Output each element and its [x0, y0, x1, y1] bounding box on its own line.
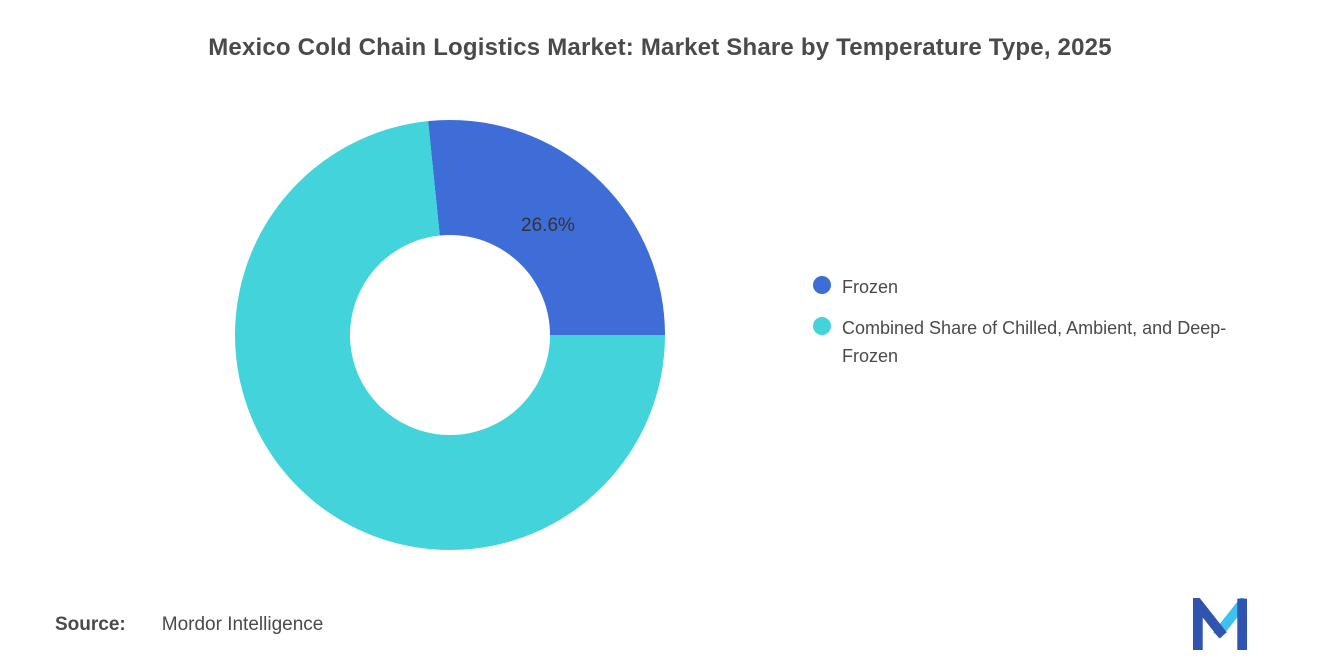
legend-item-combined[interactable]: Combined Share of Chilled, Ambient, and …: [813, 314, 1267, 370]
legend-label-combined: Combined Share of Chilled, Ambient, and …: [842, 318, 1227, 366]
legend-marker-combined-icon: [813, 317, 831, 335]
legend-item-frozen[interactable]: Frozen: [813, 273, 1267, 301]
chart-title: Mexico Cold Chain Logistics Market: Mark…: [208, 34, 1112, 61]
mordor-intelligence-logo: [1193, 598, 1247, 650]
legend: Frozen Combined Share of Chilled, Ambien…: [813, 273, 1267, 370]
source-value: Mordor Intelligence: [161, 614, 324, 635]
legend-marker-frozen-icon: [813, 276, 831, 294]
legend-label-frozen: Frozen: [842, 277, 899, 297]
donut-hole: [350, 235, 550, 435]
slice-data-label: 26.6%: [521, 215, 575, 237]
donut-chart[interactable]: 26.6%: [235, 120, 665, 550]
source-label: Source:: [55, 614, 126, 635]
source-row: Source: Mordor Intelligence: [55, 614, 323, 636]
